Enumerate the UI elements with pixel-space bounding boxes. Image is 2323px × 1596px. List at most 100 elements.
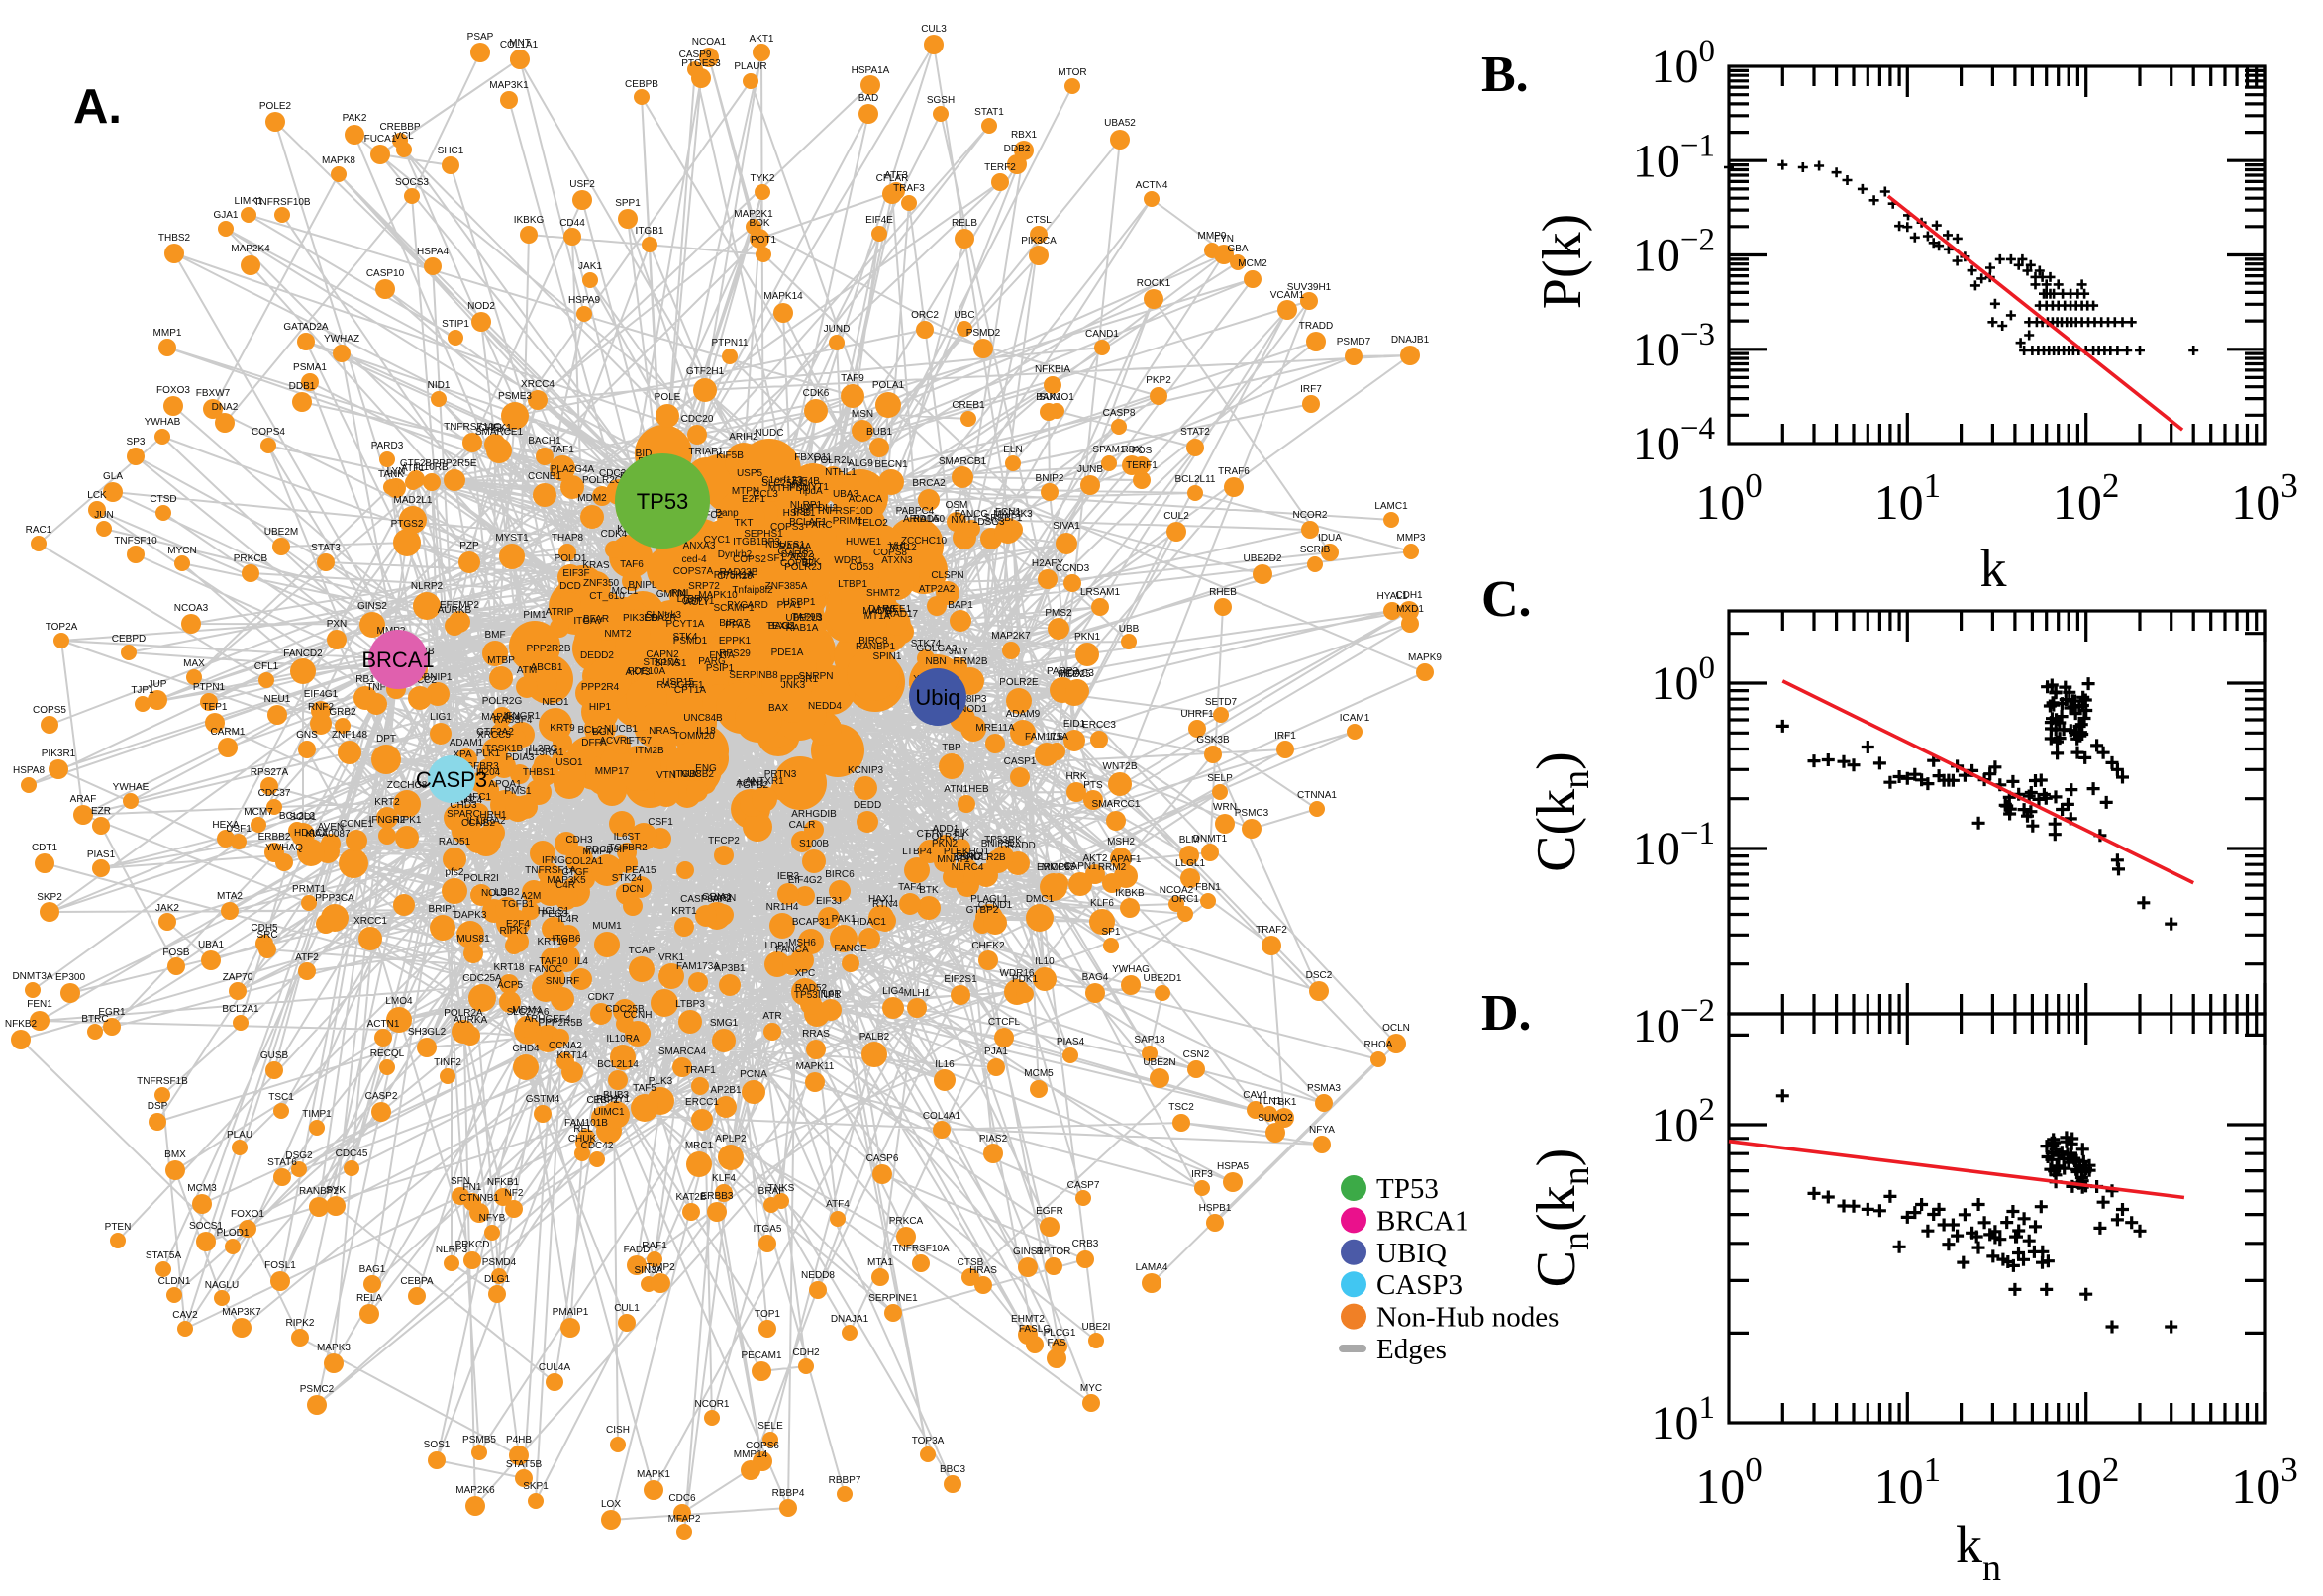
svg-text:HDAC2: HDAC2 (294, 828, 328, 839)
svg-text:POLE2: POLE2 (259, 101, 292, 112)
svg-text:FAM173A: FAM173A (676, 961, 720, 972)
svg-text:LIG4: LIG4 (882, 986, 904, 997)
svg-text:CASP7: CASP7 (1067, 1180, 1100, 1191)
svg-text:BCL2: BCL2 (577, 725, 602, 736)
svg-text:NTHL1: NTHL1 (825, 467, 857, 478)
svg-text:MAP3K1: MAP3K1 (489, 80, 529, 91)
svg-text:PIK3CD: PIK3CD (623, 613, 658, 624)
svg-text:UBE2D1: UBE2D1 (1144, 973, 1182, 984)
svg-text:PALB2: PALB2 (859, 1032, 890, 1043)
svg-text:SHC1: SHC1 (438, 146, 464, 156)
svg-text:VCAM1: VCAM1 (1270, 290, 1305, 301)
svg-text:MADD: MADD (862, 606, 891, 617)
svg-text:MMP4: MMP4 (583, 847, 612, 857)
svg-text:SRC: SRC (256, 930, 277, 941)
svg-text:PRKCA: PRKCA (889, 1216, 924, 1227)
svg-text:FANCA: FANCA (775, 945, 809, 955)
svg-text:BTK: BTK (919, 885, 939, 896)
svg-text:ARHGDIB: ARHGDIB (791, 809, 837, 820)
svg-text:PEA15: PEA15 (625, 865, 656, 876)
svg-text:GRB2: GRB2 (329, 707, 356, 718)
svg-text:TAF9B: TAF9B (792, 612, 823, 623)
svg-text:MTA1: MTA1 (867, 1257, 893, 1268)
svg-text:KCNIP3: KCNIP3 (848, 765, 884, 776)
svg-text:SUMO1: SUMO1 (1039, 392, 1074, 403)
svg-text:TGFB2: TGFB2 (737, 780, 769, 791)
svg-text:PMS2: PMS2 (1045, 608, 1072, 619)
svg-text:DNAJB1: DNAJB1 (1391, 335, 1430, 346)
svg-text:TIMP2: TIMP2 (646, 1262, 675, 1273)
svg-text:SMARCC1: SMARCC1 (1092, 799, 1141, 810)
svg-text:UIMC1: UIMC1 (593, 1107, 625, 1118)
svg-text:GNS: GNS (296, 730, 318, 741)
svg-text:VTN: VTN (656, 770, 676, 781)
svg-text:HDAC3: HDAC3 (1060, 668, 1094, 679)
svg-text:UBIQ: UBIQ (1376, 1238, 1447, 1269)
svg-text:LDB2: LDB2 (494, 887, 519, 898)
svg-text:IFT57: IFT57 (626, 736, 653, 747)
svg-text:Banp: Banp (715, 508, 739, 519)
svg-text:SGSH: SGSH (927, 95, 955, 106)
svg-text:10−2: 10−2 (1633, 223, 1715, 282)
svg-text:FAM175A: FAM175A (1025, 732, 1068, 743)
svg-text:PEG3: PEG3 (542, 909, 568, 920)
svg-text:Cn(kn): Cn(kn) (1526, 1148, 1597, 1288)
svg-text:CDC6: CDC6 (668, 1493, 696, 1504)
svg-text:PSMA3: PSMA3 (1307, 1083, 1341, 1094)
svg-text:POLE: POLE (655, 392, 681, 403)
svg-text:DOK2: DOK2 (956, 851, 983, 862)
svg-text:CPT1A: CPT1A (674, 685, 707, 696)
svg-text:HSPE1: HSPE1 (783, 508, 816, 519)
svg-text:Ifi204: Ifi204 (476, 767, 501, 778)
svg-text:A.: A. (73, 80, 122, 134)
svg-text:TAF12: TAF12 (887, 543, 917, 553)
svg-text:RAD52: RAD52 (795, 983, 828, 994)
svg-text:MUM1: MUM1 (592, 921, 622, 932)
svg-text:LCK: LCK (87, 490, 107, 501)
svg-text:BACH1: BACH1 (528, 436, 561, 447)
svg-text:YWHAQ: YWHAQ (265, 843, 303, 853)
svg-text:ATM: ATM (517, 665, 537, 676)
svg-text:LTBP1: LTBP1 (838, 579, 867, 590)
svg-text:RRAS: RRAS (802, 1029, 830, 1040)
svg-text:FEN1: FEN1 (27, 999, 52, 1010)
svg-text:COPS8: COPS8 (873, 548, 907, 558)
svg-text:PZP: PZP (459, 541, 479, 551)
svg-text:PIAS2: PIAS2 (979, 1134, 1008, 1145)
svg-text:NR1H4: NR1H4 (766, 902, 799, 913)
svg-text:MAPK9: MAPK9 (1408, 652, 1442, 663)
svg-text:CD44: CD44 (559, 218, 585, 229)
svg-text:RBX1: RBX1 (1011, 130, 1038, 141)
svg-text:PPP2R5E: PPP2R5E (432, 458, 476, 469)
svg-text:CUL3: CUL3 (921, 24, 947, 35)
svg-text:RAD51: RAD51 (439, 837, 471, 848)
svg-text:PSMC2: PSMC2 (300, 1384, 335, 1395)
svg-text:POLR2C: POLR2C (582, 475, 622, 486)
svg-text:CASP10: CASP10 (366, 268, 405, 279)
svg-text:TRADD: TRADD (1299, 321, 1333, 332)
svg-text:KRT18: KRT18 (494, 962, 525, 973)
svg-text:REL: REL (573, 1124, 593, 1135)
svg-text:HSPB1: HSPB1 (1199, 1203, 1232, 1214)
svg-text:CLSPN: CLSPN (931, 570, 963, 581)
svg-text:MYC: MYC (1080, 1383, 1102, 1394)
svg-text:NFYA: NFYA (1309, 1125, 1335, 1136)
svg-text:TERF2: TERF2 (984, 162, 1016, 173)
svg-text:EP300: EP300 (55, 972, 85, 983)
svg-text:CALR: CALR (789, 820, 816, 831)
svg-text:WEE1: WEE1 (883, 604, 912, 615)
svg-text:SCRIB: SCRIB (1300, 545, 1331, 555)
svg-text:EIF3J: EIF3J (816, 896, 842, 907)
svg-text:HSPA4: HSPA4 (417, 247, 449, 257)
svg-text:CTNNA1: CTNNA1 (1297, 790, 1337, 801)
svg-text:VCL: VCL (394, 131, 414, 142)
svg-text:PSMA1: PSMA1 (293, 362, 327, 373)
svg-text:ERCC3: ERCC3 (1082, 720, 1116, 731)
svg-text:npdA: npdA (799, 486, 823, 497)
svg-text:CCL18: CCL18 (777, 547, 809, 557)
svg-text:CDK6: CDK6 (803, 388, 830, 399)
svg-text:NFYB: NFYB (479, 1213, 506, 1224)
svg-text:JAK2: JAK2 (155, 903, 179, 914)
svg-text:SMG1: SMG1 (710, 1018, 739, 1029)
svg-text:PLAU: PLAU (227, 1130, 252, 1141)
